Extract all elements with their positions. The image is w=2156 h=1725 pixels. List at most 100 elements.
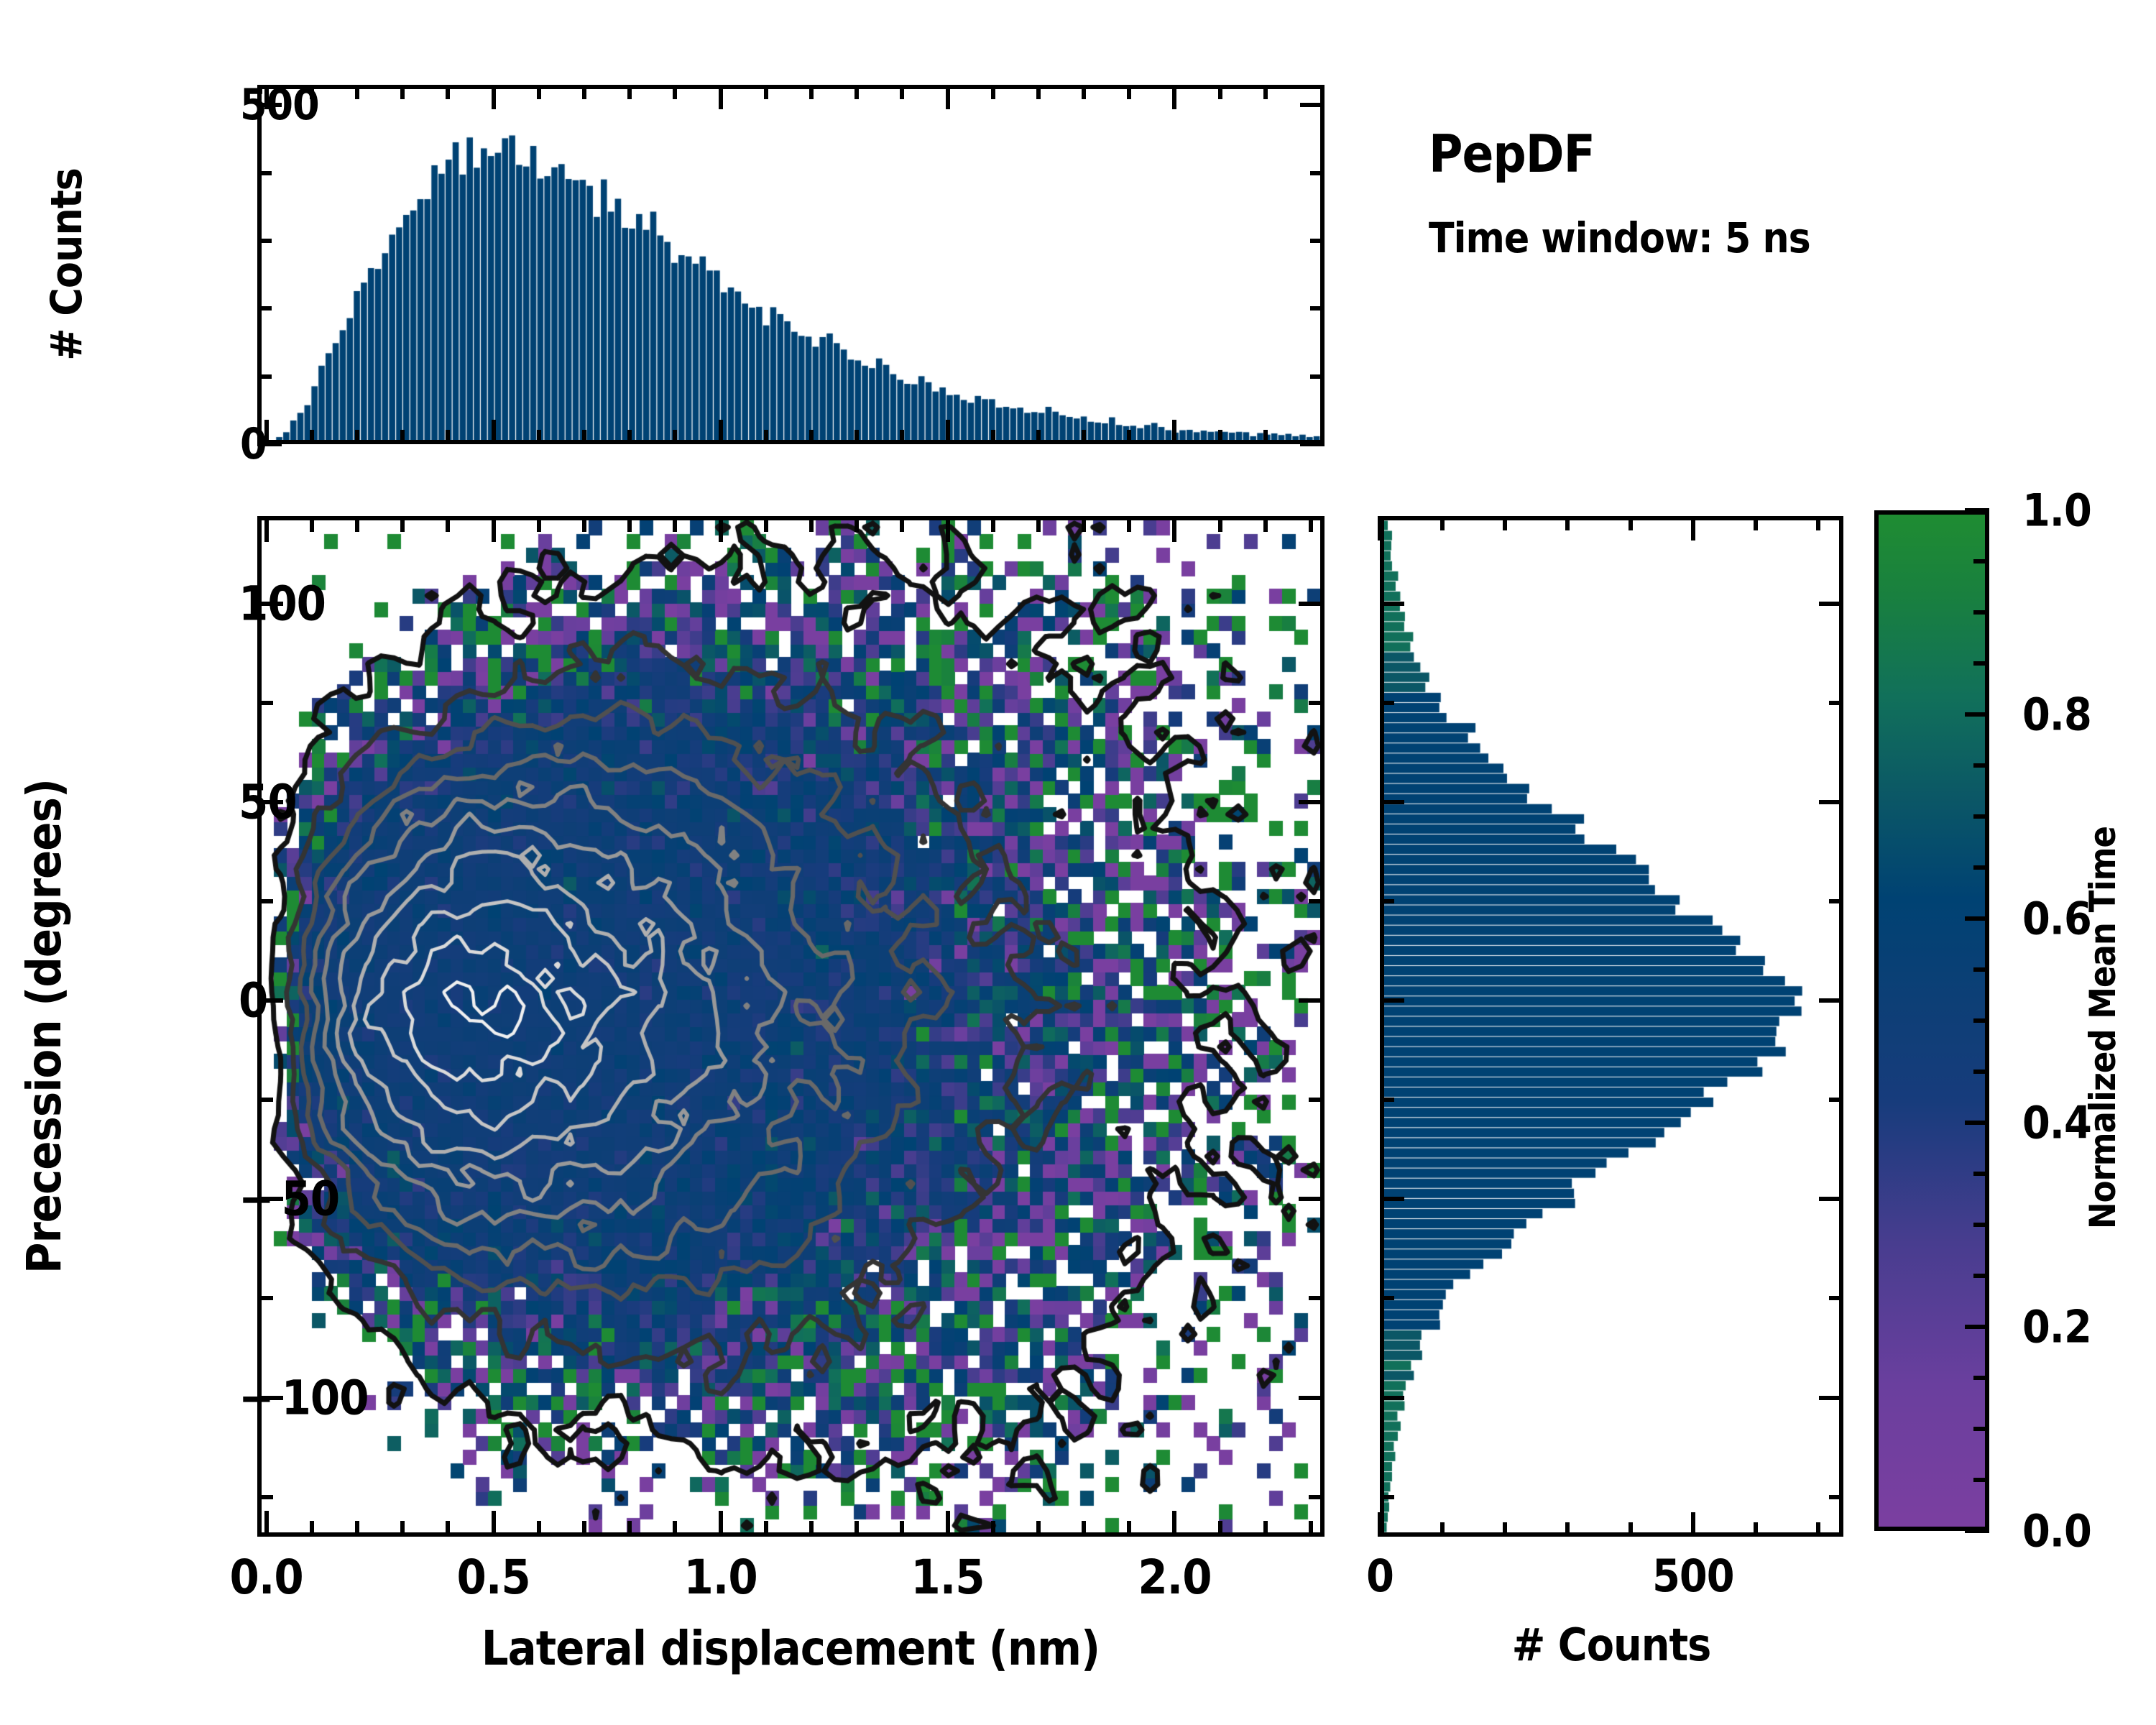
- axis-tick: [990, 516, 995, 532]
- axis-tick: [400, 1521, 405, 1537]
- axis-tick: [1082, 85, 1087, 99]
- top-hist-ytick-label: 0: [240, 419, 267, 469]
- axis-tick: [1127, 1521, 1132, 1537]
- axis-tick: [257, 601, 283, 606]
- axis-tick: [1819, 799, 1843, 804]
- axis-tick: [446, 85, 451, 99]
- axis-tick: [264, 85, 269, 109]
- axis-tick: [491, 1511, 496, 1537]
- axis-tick: [264, 420, 269, 444]
- axis-tick: [1380, 1098, 1394, 1103]
- axis-tick: [1263, 1521, 1268, 1537]
- axis-tick: [1309, 1521, 1314, 1537]
- axis-tick: [1310, 238, 1325, 243]
- axis-tick: [400, 516, 405, 532]
- axis-tick: [1309, 1296, 1325, 1301]
- axis-tick: [257, 1098, 273, 1103]
- axis-tick: [1819, 1395, 1843, 1400]
- axis-tick: [1299, 601, 1325, 606]
- colorbar-tick-label: 0.4: [2022, 1096, 2092, 1149]
- axis-tick: [1172, 420, 1177, 444]
- axis-tick: [1973, 1274, 1989, 1278]
- axis-tick: [854, 1521, 860, 1537]
- axis-tick: [491, 516, 496, 542]
- axis-tick: [1973, 865, 1989, 870]
- right-marginal-histogram-canvas: [1384, 520, 1839, 1532]
- axis-tick: [945, 85, 950, 109]
- main-plot-xtick-label: 0.0: [229, 1550, 304, 1605]
- axis-tick: [1127, 430, 1132, 444]
- top-hist-ylabel: # Counts: [42, 168, 92, 361]
- main-plot-xtick-label: 1.0: [683, 1550, 757, 1605]
- axis-tick: [1217, 85, 1222, 99]
- axis-tick: [627, 516, 632, 532]
- axis-tick: [1690, 516, 1695, 540]
- axis-tick: [1380, 1197, 1404, 1202]
- axis-tick: [900, 85, 905, 99]
- axis-tick: [257, 799, 283, 804]
- axis-tick: [355, 516, 360, 532]
- axis-tick: [1127, 85, 1132, 99]
- axis-tick: [1816, 1522, 1821, 1537]
- main-plot-ytick-label: 100: [239, 576, 326, 632]
- axis-tick: [854, 430, 860, 444]
- colorbar-tick-label: 0.6: [2022, 892, 2092, 945]
- axis-tick: [536, 430, 541, 444]
- axis-tick: [1378, 1512, 1382, 1537]
- axis-tick: [1440, 1522, 1445, 1537]
- axis-tick: [257, 1197, 283, 1202]
- axis-tick: [309, 85, 314, 99]
- axis-tick: [1973, 610, 1989, 615]
- axis-tick: [1965, 1529, 1989, 1533]
- axis-tick: [900, 516, 905, 532]
- axis-tick: [1973, 1427, 1989, 1431]
- axis-tick: [1380, 898, 1394, 903]
- colorbar-tick-label: 0.2: [2022, 1300, 2092, 1353]
- axis-tick: [763, 85, 768, 99]
- axis-tick: [264, 516, 269, 542]
- axis-tick: [1973, 559, 1989, 564]
- main-plot-xtick-label: 2.0: [1138, 1550, 1212, 1605]
- axis-tick: [1440, 516, 1445, 530]
- right-hist-xlabel: # Counts: [1511, 1619, 1712, 1671]
- axis-tick: [1217, 1521, 1222, 1537]
- axis-tick: [718, 85, 723, 109]
- axis-tick: [257, 442, 282, 446]
- main-plot-ylabel: Precession (degrees): [17, 778, 72, 1274]
- axis-tick: [1310, 170, 1325, 175]
- axis-tick: [1973, 1478, 1989, 1482]
- axis-tick: [257, 170, 272, 175]
- axis-tick: [1300, 442, 1325, 446]
- axis-tick: [1380, 998, 1404, 1003]
- axis-tick: [1829, 898, 1843, 903]
- axis-tick: [355, 430, 360, 444]
- axis-tick: [1565, 516, 1570, 530]
- main-heatmap-frame: [257, 516, 1325, 1537]
- axis-tick: [264, 1511, 269, 1537]
- axis-tick: [1263, 516, 1268, 532]
- axis-tick: [446, 430, 451, 444]
- main-plot-ytick-label: 0: [239, 972, 268, 1029]
- axis-tick: [1973, 1376, 1989, 1380]
- axis-tick: [1965, 1325, 1989, 1329]
- axis-tick: [990, 85, 995, 99]
- axis-tick: [673, 516, 678, 532]
- axis-tick: [1380, 700, 1394, 705]
- axis-tick: [1378, 516, 1382, 540]
- axis-tick: [1310, 374, 1325, 379]
- axis-tick: [854, 85, 860, 99]
- axis-tick: [763, 516, 768, 532]
- axis-tick: [1753, 516, 1758, 530]
- colorbar-tick-label: 1.0: [2022, 484, 2092, 537]
- axis-tick: [1973, 814, 1989, 819]
- time-window-label: Time window: 5 ns: [1429, 213, 1811, 262]
- right-hist-xtick-label: 0: [1366, 1550, 1394, 1602]
- axis-tick: [1816, 516, 1821, 530]
- main-plot-xtick-label: 1.5: [911, 1550, 985, 1605]
- top-hist-ytick-label: 500: [240, 80, 320, 131]
- axis-tick: [1299, 1197, 1325, 1202]
- axis-tick: [446, 1521, 451, 1537]
- axis-tick: [673, 430, 678, 444]
- axis-tick: [1965, 712, 1989, 717]
